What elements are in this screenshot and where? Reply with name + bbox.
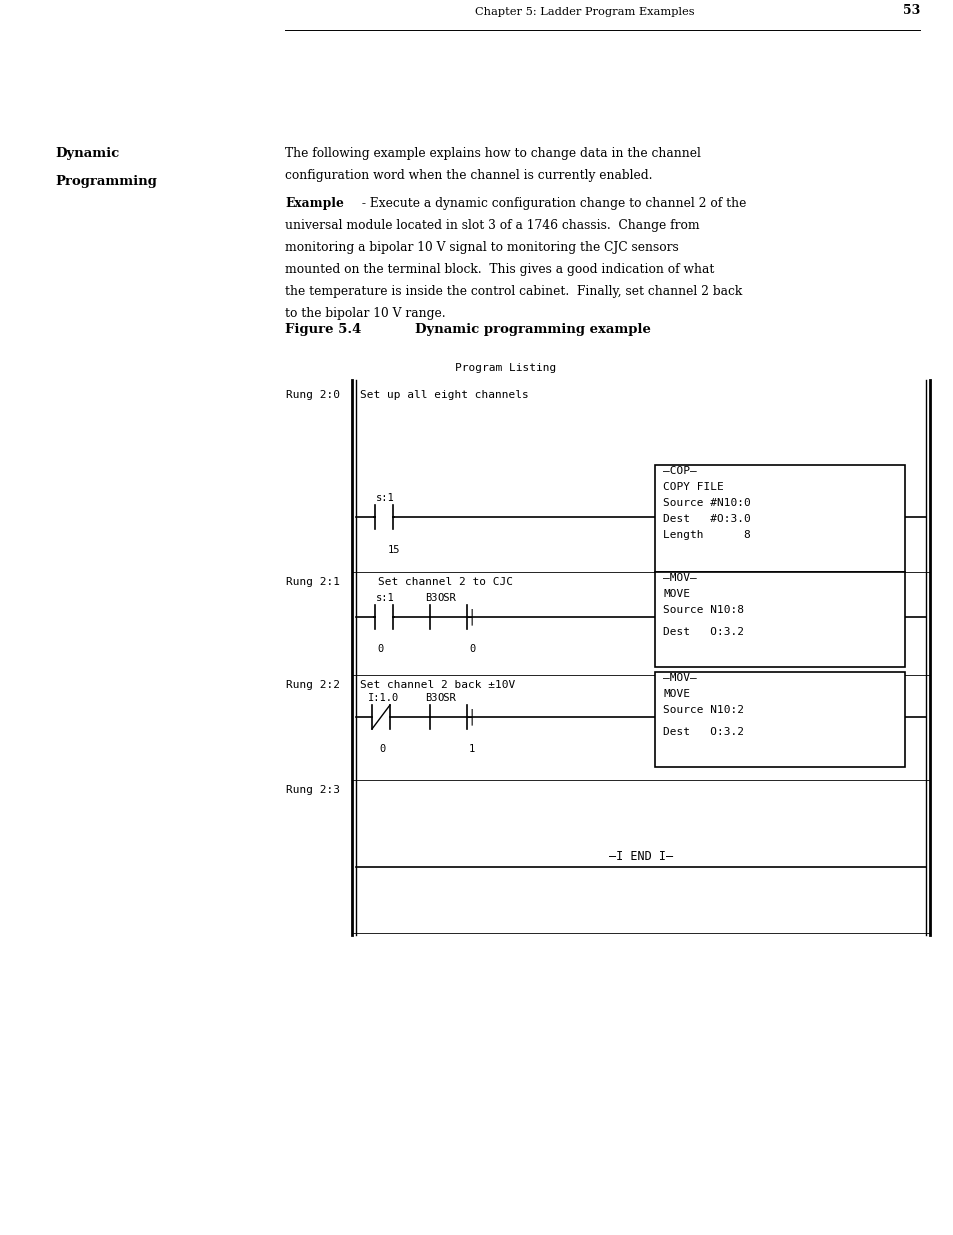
Text: —MOV—: —MOV— — [662, 673, 696, 683]
Text: B3: B3 — [424, 593, 437, 603]
Text: 53: 53 — [902, 4, 919, 17]
Text: the temperature is inside the control cabinet.  Finally, set channel 2 back: the temperature is inside the control ca… — [285, 285, 741, 298]
Text: Program Listing: Program Listing — [455, 363, 556, 373]
Text: Rung 2:0: Rung 2:0 — [286, 390, 339, 400]
Bar — [655, 672, 904, 767]
Text: —MOV—: —MOV— — [662, 573, 696, 583]
Text: Source N10:2: Source N10:2 — [662, 705, 743, 715]
Text: 15: 15 — [388, 545, 400, 555]
Text: Dest   O:3.2: Dest O:3.2 — [662, 727, 743, 737]
Text: s:1: s:1 — [375, 593, 395, 603]
Text: The following example explains how to change data in the channel: The following example explains how to ch… — [285, 147, 700, 161]
Text: Programming: Programming — [55, 175, 156, 188]
Text: Rung 2:1: Rung 2:1 — [286, 577, 339, 587]
Text: 0: 0 — [378, 743, 385, 755]
Text: I:1.0: I:1.0 — [368, 693, 399, 703]
Text: universal module located in slot 3 of a 1746 chassis.  Change from: universal module located in slot 3 of a … — [285, 219, 699, 232]
Text: ┤: ┤ — [467, 609, 475, 625]
Text: MOVE: MOVE — [662, 589, 689, 599]
Text: Figure 5.4: Figure 5.4 — [285, 324, 361, 336]
Text: 0: 0 — [376, 643, 383, 655]
Text: Dynamic: Dynamic — [55, 147, 119, 161]
Bar — [655, 572, 904, 667]
Text: 0: 0 — [468, 643, 475, 655]
Text: ┤: ┤ — [467, 709, 475, 725]
Text: Dynamic programming example: Dynamic programming example — [415, 324, 650, 336]
Text: COPY FILE: COPY FILE — [662, 482, 723, 492]
Text: mounted on the terminal block.  This gives a good indication of what: mounted on the terminal block. This give… — [285, 263, 714, 275]
Text: to the bipolar 10 V range.: to the bipolar 10 V range. — [285, 308, 445, 320]
Text: Length      8: Length 8 — [662, 530, 750, 540]
Text: B3: B3 — [424, 693, 437, 703]
Text: configuration word when the channel is currently enabled.: configuration word when the channel is c… — [285, 169, 652, 182]
Text: Chapter 5: Ladder Program Examples: Chapter 5: Ladder Program Examples — [475, 7, 694, 17]
Bar — [655, 466, 904, 572]
Text: —COP—: —COP— — [662, 466, 696, 475]
Text: MOVE: MOVE — [662, 689, 689, 699]
Text: - Execute a dynamic configuration change to channel 2 of the: - Execute a dynamic configuration change… — [357, 198, 745, 210]
Text: monitoring a bipolar 10 V signal to monitoring the CJC sensors: monitoring a bipolar 10 V signal to moni… — [285, 241, 678, 254]
Text: OSR: OSR — [436, 693, 456, 703]
Text: Dest   O:3.2: Dest O:3.2 — [662, 627, 743, 637]
Text: Set channel 2 back ±10V: Set channel 2 back ±10V — [359, 680, 515, 690]
Text: s:1: s:1 — [375, 493, 395, 503]
Text: Rung 2:3: Rung 2:3 — [286, 785, 339, 795]
Text: Dest   #O:3.0: Dest #O:3.0 — [662, 514, 750, 524]
Text: Rung 2:2: Rung 2:2 — [286, 680, 339, 690]
Text: 1: 1 — [468, 743, 475, 755]
Text: Set channel 2 to CJC: Set channel 2 to CJC — [377, 577, 513, 587]
Text: Example: Example — [285, 198, 343, 210]
Text: Source #N10:0: Source #N10:0 — [662, 498, 750, 508]
Text: OSR: OSR — [436, 593, 456, 603]
Text: Source N10:8: Source N10:8 — [662, 605, 743, 615]
Text: —I END I—: —I END I— — [608, 850, 673, 863]
Text: Set up all eight channels: Set up all eight channels — [359, 390, 528, 400]
